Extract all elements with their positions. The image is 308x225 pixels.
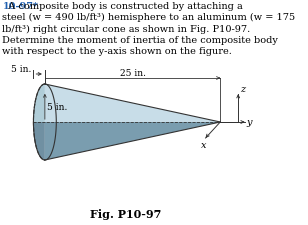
Text: 5 in.: 5 in. <box>47 102 68 111</box>
Text: x: x <box>201 140 207 149</box>
Text: A composite body is constructed by attaching a
steel (w = 490 lb/ft³) hemisphere: A composite body is constructed by attac… <box>2 2 296 56</box>
Polygon shape <box>45 85 220 122</box>
Text: z: z <box>240 85 245 94</box>
Text: 5 in.: 5 in. <box>11 65 32 74</box>
Text: 25 in.: 25 in. <box>120 69 146 78</box>
Text: Fig. P10-97: Fig. P10-97 <box>90 208 161 219</box>
Text: y: y <box>246 118 252 127</box>
Polygon shape <box>45 85 220 122</box>
Polygon shape <box>34 122 45 160</box>
Polygon shape <box>45 122 220 160</box>
Text: 10-97*: 10-97* <box>2 2 38 11</box>
Polygon shape <box>34 85 45 122</box>
Polygon shape <box>45 85 220 122</box>
